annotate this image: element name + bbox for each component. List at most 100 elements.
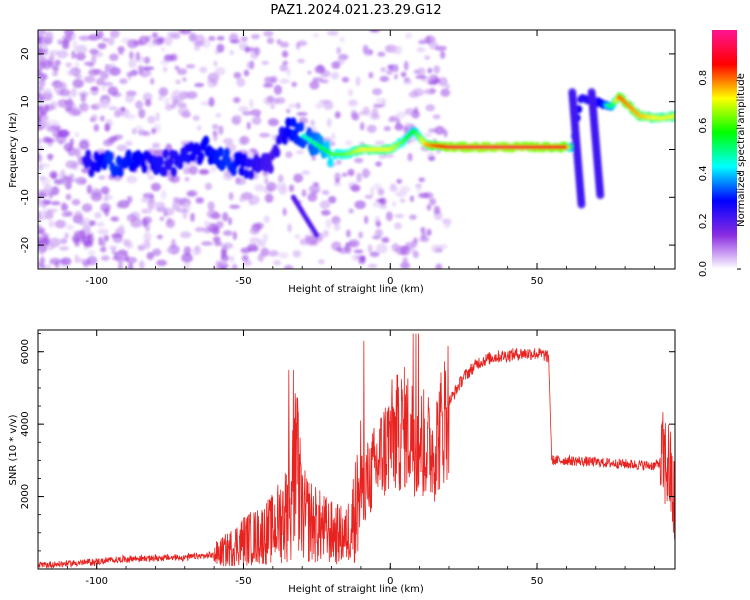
spectral-noise-blob (345, 229, 351, 238)
spectral-ridge-mark (317, 135, 324, 146)
snr-x-axis-label: Height of straight line (km) (288, 584, 424, 595)
spectral-noise-blob (350, 184, 361, 192)
spectral-noise-blob (41, 209, 47, 215)
spectral-noise-blob (63, 142, 73, 152)
spectral-noise-blob (57, 39, 63, 45)
spectral-noise-blob (430, 244, 440, 253)
spectral-noise-blob (307, 70, 312, 75)
spectral-noise-blob (184, 176, 190, 182)
spectral-noise-blob (424, 55, 431, 60)
spectral-noise-blob (232, 97, 241, 103)
spectral-noise-blob (43, 184, 53, 192)
spectral-noise-blob (407, 152, 413, 162)
spectral-noise-blob (116, 201, 125, 209)
spectral-noise-blob (150, 77, 155, 85)
spectral-noise-blob (279, 64, 288, 72)
spectral-noise-blob (192, 247, 202, 256)
spectral-noise-blob (80, 93, 87, 103)
spectral-noise-blob (160, 189, 167, 200)
spectral-noise-blob (293, 173, 304, 183)
spectral-noise-blob (210, 165, 217, 173)
spectral-noise-blob (127, 262, 134, 269)
spectral-noise-blob (143, 56, 151, 64)
spectral-ridge-mark (217, 146, 224, 157)
spectral-noise-blob (222, 242, 234, 250)
spectral-noise-blob (319, 79, 329, 84)
spectral-noise-blob (159, 216, 164, 221)
spectral-noise-blob (423, 88, 436, 95)
spectral-noise-blob (38, 230, 44, 235)
colorbar-tick-label: 0.0 (698, 261, 709, 277)
spectral-noise-blob (334, 111, 341, 119)
spectral-noise-blob (164, 36, 173, 46)
spectral-noise-blob (281, 50, 289, 58)
spectral-noise-blob (147, 175, 155, 180)
spectral-noise-blob (188, 32, 197, 42)
spectral-noise-blob (381, 98, 386, 108)
spectral-noise-blob (64, 232, 69, 239)
spectral-noise-blob (334, 172, 341, 181)
spectral-noise-blob (45, 31, 54, 42)
spectral-ridge-mark (154, 163, 161, 174)
spectral-noise-blob (231, 263, 238, 269)
spectral-noise-blob (411, 239, 418, 248)
spectral-noise-blob (264, 177, 269, 185)
colorbar-scale (712, 30, 737, 269)
spectral-noise-blob (97, 228, 109, 235)
spectral-noise-blob (399, 185, 411, 194)
spectral-noise-blob (246, 151, 254, 159)
spectral-noise-blob (53, 178, 65, 185)
spectral-noise-blob (213, 131, 218, 142)
spectral-noise-blob (38, 137, 43, 144)
spectral-noise-blob (426, 35, 431, 45)
spectral-noise-blob (427, 67, 433, 74)
spectral-noise-blob (182, 77, 187, 82)
spectral-noise-blob (81, 217, 91, 227)
spectral-noise-blob (108, 245, 118, 250)
spectral-noise-blob (48, 220, 55, 228)
spectral-noise-blob (49, 237, 61, 248)
spectrogram-heatmap (38, 30, 675, 269)
spectral-noise-blob (53, 84, 60, 94)
spectral-noise-blob (296, 150, 304, 155)
spectral-noise-blob (423, 192, 434, 199)
spectral-noise-blob (163, 54, 174, 62)
y-tick-label: 0 (20, 146, 31, 152)
spectral-noise-blob (444, 84, 451, 89)
colorbar-label: Normalized spectral amplitude (736, 73, 747, 227)
spectral-noise-blob (72, 78, 84, 89)
spectral-noise-blob (125, 93, 135, 103)
spectral-noise-blob (156, 259, 168, 267)
spectral-noise-blob (212, 123, 219, 130)
spectral-ridge-mark (248, 169, 255, 180)
spectral-noise-blob (325, 219, 332, 229)
spectral-noise-blob (102, 139, 114, 147)
spectral-noise-blob (87, 249, 96, 256)
spectral-noise-blob (186, 92, 196, 99)
spectral-noise-blob (222, 212, 229, 222)
spectral-noise-blob (126, 241, 134, 250)
spectral-noise-blob (318, 259, 325, 265)
spectral-noise-blob (117, 46, 125, 53)
spectral-noise-blob (135, 100, 144, 110)
spectral-noise-blob (169, 174, 180, 184)
spectral-noise-blob (164, 104, 174, 111)
spectral-noise-blob (42, 237, 51, 247)
spectral-noise-blob (285, 265, 291, 269)
spectral-branch-mark (314, 232, 320, 238)
spectral-noise-blob (66, 224, 74, 231)
spectral-noise-blob (41, 91, 53, 101)
spectral-noise-blob (73, 210, 83, 221)
spectral-noise-blob (115, 255, 126, 264)
spectral-noise-blob (86, 184, 93, 195)
snr-series-line (38, 333, 675, 569)
spectral-noise-blob (100, 186, 110, 195)
spectral-noise-blob (71, 50, 76, 60)
x-tick-label: -50 (235, 576, 251, 587)
spectral-noise-blob (333, 181, 342, 187)
spectral-noise-blob (194, 227, 206, 233)
spectral-noise-blob (385, 211, 393, 222)
spectral-noise-blob (38, 193, 47, 198)
spectral-noise-blob (91, 113, 98, 122)
spectral-noise-blob (135, 51, 141, 61)
